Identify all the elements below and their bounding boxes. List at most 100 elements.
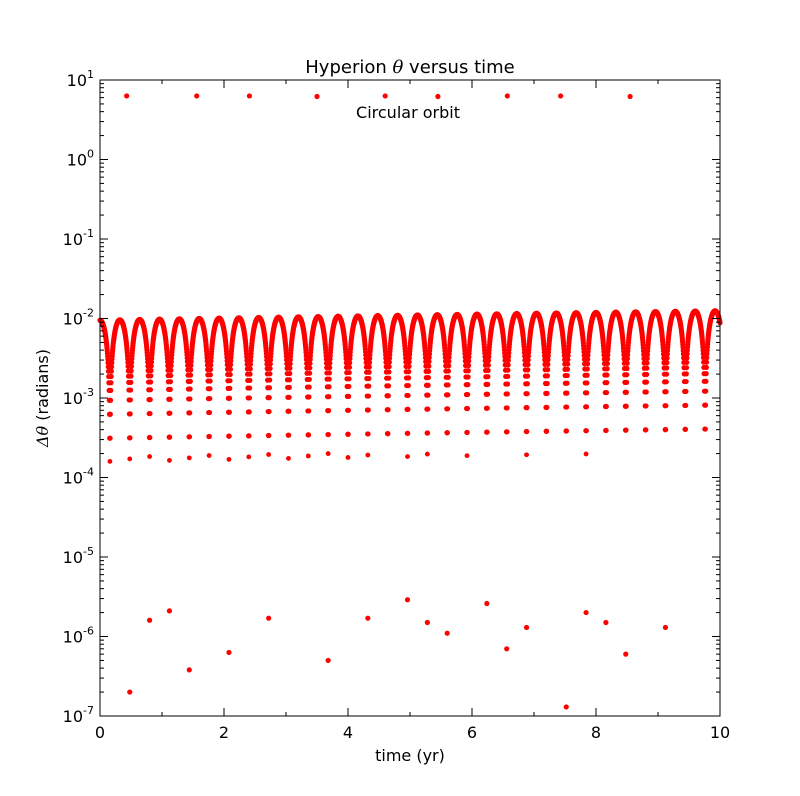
data-point xyxy=(544,380,550,387)
data-point xyxy=(485,362,491,368)
data-point xyxy=(444,630,450,636)
data-point xyxy=(246,433,252,439)
y-tick-label: 10-2 xyxy=(63,307,94,329)
data-point xyxy=(603,389,610,396)
data-point xyxy=(206,453,212,458)
data-point xyxy=(643,403,649,409)
data-point xyxy=(465,362,472,369)
data-point xyxy=(382,93,388,99)
data-point xyxy=(244,357,250,364)
data-point xyxy=(286,384,292,390)
data-point xyxy=(424,619,430,626)
data-point xyxy=(584,390,590,396)
data-point xyxy=(604,380,610,386)
data-point xyxy=(167,410,173,416)
y-tick-label: 10-1 xyxy=(63,227,94,249)
data-point xyxy=(558,93,564,99)
data-point xyxy=(306,453,311,459)
data-point xyxy=(247,366,253,372)
data-point xyxy=(603,403,609,410)
data-point xyxy=(405,392,411,399)
data-point xyxy=(186,667,192,673)
data-point xyxy=(524,428,530,435)
data-point xyxy=(604,366,610,372)
data-point xyxy=(465,382,471,388)
data-point xyxy=(247,385,253,391)
axis-ticks: 0 2 4 6 8 10 10-7 10-6 10-5 10-4 10-3 10-2 10-1 100 10… xyxy=(63,68,731,742)
data-point xyxy=(206,409,213,416)
data-point xyxy=(482,354,488,360)
data-point xyxy=(484,391,491,397)
data-point xyxy=(524,391,530,397)
data-point xyxy=(343,356,349,362)
data-point xyxy=(604,372,610,378)
data-point xyxy=(246,409,252,415)
data-point xyxy=(445,374,451,380)
data-point xyxy=(307,360,313,367)
data-point xyxy=(184,358,191,365)
data-point xyxy=(663,427,669,433)
data-points xyxy=(97,93,723,710)
data-point xyxy=(581,352,587,358)
data-point xyxy=(643,379,650,385)
data-point xyxy=(227,385,233,391)
data-point xyxy=(327,360,333,366)
data-point xyxy=(147,617,153,623)
data-point xyxy=(124,93,130,99)
data-point xyxy=(284,357,290,363)
data-point xyxy=(127,387,134,393)
data-point xyxy=(643,389,649,395)
annotation-circular-orbit: Circular orbit xyxy=(356,103,460,122)
data-point xyxy=(422,355,429,361)
data-point xyxy=(545,357,551,363)
data-point xyxy=(224,358,230,364)
data-point xyxy=(346,383,352,390)
data-point xyxy=(385,407,391,413)
data-point xyxy=(445,382,451,388)
data-point xyxy=(167,458,172,463)
data-point xyxy=(385,431,391,437)
data-point xyxy=(325,408,332,414)
data-point xyxy=(424,430,431,436)
data-point xyxy=(345,407,352,413)
data-point xyxy=(564,404,570,410)
data-point xyxy=(406,363,412,370)
data-point xyxy=(147,454,153,459)
data-point xyxy=(323,356,329,362)
data-point xyxy=(148,363,154,369)
data-point xyxy=(166,608,173,614)
data-point xyxy=(660,351,667,357)
data-point xyxy=(524,452,529,458)
data-point xyxy=(108,387,114,393)
data-point xyxy=(446,358,452,364)
data-point xyxy=(286,377,293,383)
data-point xyxy=(564,380,570,386)
data-point xyxy=(187,386,193,392)
data-point xyxy=(266,452,272,457)
data-point xyxy=(485,381,491,387)
data-point xyxy=(228,362,234,368)
data-point xyxy=(326,384,332,390)
data-point xyxy=(680,351,687,357)
data-point xyxy=(148,373,154,379)
data-point xyxy=(164,359,171,365)
data-point xyxy=(445,368,452,374)
data-point xyxy=(465,368,471,374)
data-point xyxy=(525,367,531,373)
data-point xyxy=(564,390,570,396)
data-point xyxy=(247,361,254,367)
data-point xyxy=(127,456,133,462)
data-point xyxy=(246,93,253,99)
data-point xyxy=(365,407,371,413)
data-point xyxy=(563,428,570,434)
data-point xyxy=(541,353,548,359)
data-point xyxy=(683,378,689,385)
data-point xyxy=(346,364,353,370)
data-point xyxy=(425,406,431,412)
data-point xyxy=(565,356,571,363)
data-point xyxy=(145,359,151,365)
data-point xyxy=(584,361,591,367)
data-point xyxy=(703,378,709,384)
